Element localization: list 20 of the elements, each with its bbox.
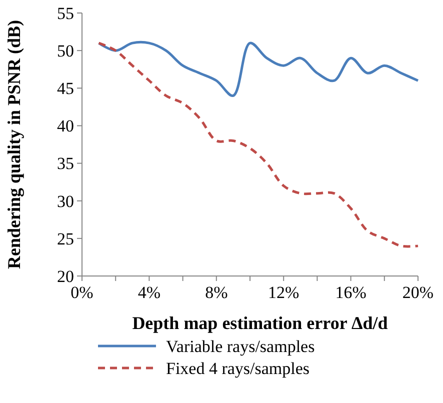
y-tick-label: 55 [57, 4, 74, 23]
y-tick-label: 35 [57, 154, 74, 174]
line-series [98, 40, 420, 97]
x-tick-label: 16% [335, 283, 366, 302]
x-tick-label: 12% [268, 283, 300, 302]
y-tick-label: 20 [57, 266, 74, 286]
y-axis-title: Rendering quality in PSNR (dB) [4, 20, 24, 270]
y-tick-label: 30 [57, 192, 74, 211]
y-tick-label: 25 [57, 229, 74, 248]
legend-label: Variable rays/samples [166, 336, 315, 356]
x-tick-label: 8% [205, 283, 228, 302]
x-tick-label: 20% [402, 283, 434, 302]
x-axis-title: Depth map estimation error Δd/d [132, 313, 388, 333]
x-tick-label: 4% [138, 283, 161, 302]
y-tick-label: 45 [57, 79, 74, 98]
line-series [98, 42, 420, 248]
x-tick-label: 0% [70, 283, 94, 302]
legend-label: Fixed 4 rays/samples [166, 358, 310, 378]
y-tick-label: 50 [57, 42, 74, 61]
y-tick-label: 40 [57, 116, 74, 136]
